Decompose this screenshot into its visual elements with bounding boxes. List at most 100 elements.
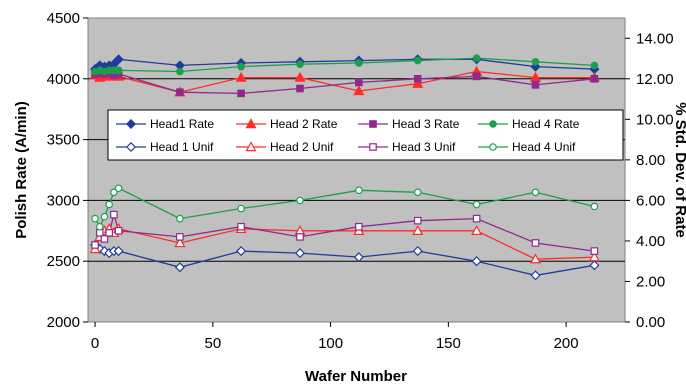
legend-item: Head 4 Rate <box>478 117 580 131</box>
y2-tick-label: 12.00 <box>636 71 674 88</box>
data-point <box>100 235 109 243</box>
x-tick-label: 200 <box>554 335 579 352</box>
data-point <box>589 260 600 271</box>
data-point <box>296 233 304 241</box>
data-point <box>353 252 364 263</box>
data-point <box>531 188 540 197</box>
data-point <box>114 184 123 193</box>
data-point <box>531 81 540 89</box>
data-point <box>296 60 304 69</box>
data-point <box>95 222 104 231</box>
data-point <box>237 62 245 71</box>
data-point <box>531 239 540 247</box>
y-tick-label: 3000 <box>47 192 80 209</box>
data-point <box>530 270 541 281</box>
data-point <box>590 74 599 83</box>
data-point <box>531 57 540 66</box>
data-point <box>296 196 304 205</box>
data-point <box>590 61 599 70</box>
y2-axis-title: % Std. Dev. of Rate <box>672 102 686 238</box>
data-point <box>353 85 365 96</box>
legend-item: Head 2 Rate <box>236 117 338 131</box>
data-point <box>113 246 124 257</box>
series-markers <box>89 54 600 281</box>
y2-tick-label: 10.00 <box>636 111 674 128</box>
data-point <box>590 202 599 211</box>
y2-tick-label: 4.00 <box>636 233 665 250</box>
legend-swatch-marker <box>245 141 257 152</box>
legend-label: Head 1 Unif <box>150 140 214 154</box>
legend-label: Head 4 Rate <box>512 117 580 131</box>
data-point <box>176 233 184 241</box>
data-point <box>174 237 186 248</box>
data-point <box>176 214 184 223</box>
data-point <box>413 188 422 197</box>
y2-tick-label: 8.00 <box>636 152 665 169</box>
data-point <box>355 59 363 67</box>
data-point <box>105 200 113 209</box>
data-point <box>237 222 245 231</box>
legend-item: Head 2 Unif <box>236 140 334 154</box>
y2-tick-label: 14.00 <box>636 30 674 47</box>
y2-tick-label: 0.00 <box>636 314 665 331</box>
data-point <box>95 229 104 237</box>
y-tick-label: 4000 <box>47 71 80 88</box>
legend-swatch-marker <box>489 120 497 128</box>
x-tick-label: 50 <box>204 335 221 352</box>
x-axis-title: Wafer Number <box>305 368 407 385</box>
x-tick-label: 100 <box>318 335 343 352</box>
data-point <box>472 200 481 209</box>
data-point <box>100 212 109 221</box>
data-point <box>114 66 123 75</box>
legend-swatch-marker <box>489 143 497 151</box>
legend-label: Head 2 Rate <box>270 117 338 131</box>
data-point <box>355 78 363 87</box>
data-point <box>355 222 363 231</box>
y-tick-label: 2500 <box>47 253 80 270</box>
legend-label: Head1 Rate <box>150 117 214 131</box>
legend-item: Head 4 Unif <box>478 140 576 154</box>
data-point <box>413 216 422 225</box>
data-point <box>294 248 306 259</box>
legend-swatch-marker <box>125 141 137 153</box>
data-point <box>114 227 123 235</box>
data-point <box>355 186 363 195</box>
data-point <box>412 225 424 235</box>
data-point <box>105 229 113 237</box>
y-axis-ticks: 2000 2500 3000 3500 4000 4500 <box>47 10 88 331</box>
data-point <box>110 188 118 197</box>
data-point <box>471 225 483 235</box>
data-point <box>413 56 422 65</box>
legend-swatch-marker <box>369 143 377 151</box>
legend-item: Head 1 Unif <box>116 140 214 154</box>
y-axis-title: Polish Rate (A/min) <box>13 101 30 239</box>
y-tick-label: 2000 <box>47 314 80 331</box>
y2-tick-label: 2.00 <box>636 273 665 290</box>
data-point <box>294 71 306 82</box>
legend-label: Head 3 Rate <box>392 117 460 131</box>
legend-label: Head 3 Unif <box>392 140 456 154</box>
data-point <box>110 210 118 219</box>
legend-item: Head 3 Rate <box>358 117 460 131</box>
data-point <box>472 72 481 81</box>
y-tick-label: 4500 <box>47 10 80 27</box>
data-point <box>235 71 247 82</box>
data-point <box>472 214 481 223</box>
x-axis-ticks: 0 50 100 150 200 <box>91 322 579 352</box>
data-point <box>296 84 304 93</box>
data-point <box>174 262 185 273</box>
legend-box <box>107 109 624 161</box>
data-point <box>472 54 481 62</box>
data-point <box>413 74 422 83</box>
data-point <box>176 88 184 96</box>
legend-swatch-marker <box>125 118 137 130</box>
data-point <box>412 77 424 88</box>
y2-axis-ticks: 0.00 2.00 4.00 6.00 8.00 10.00 12.00 14.00 <box>625 30 674 331</box>
data-point <box>529 253 542 264</box>
legend-label: Head 4 Unif <box>512 140 576 154</box>
data-point <box>237 89 245 98</box>
data-point <box>590 247 599 255</box>
x-tick-label: 0 <box>91 335 99 352</box>
data-point <box>236 246 247 257</box>
